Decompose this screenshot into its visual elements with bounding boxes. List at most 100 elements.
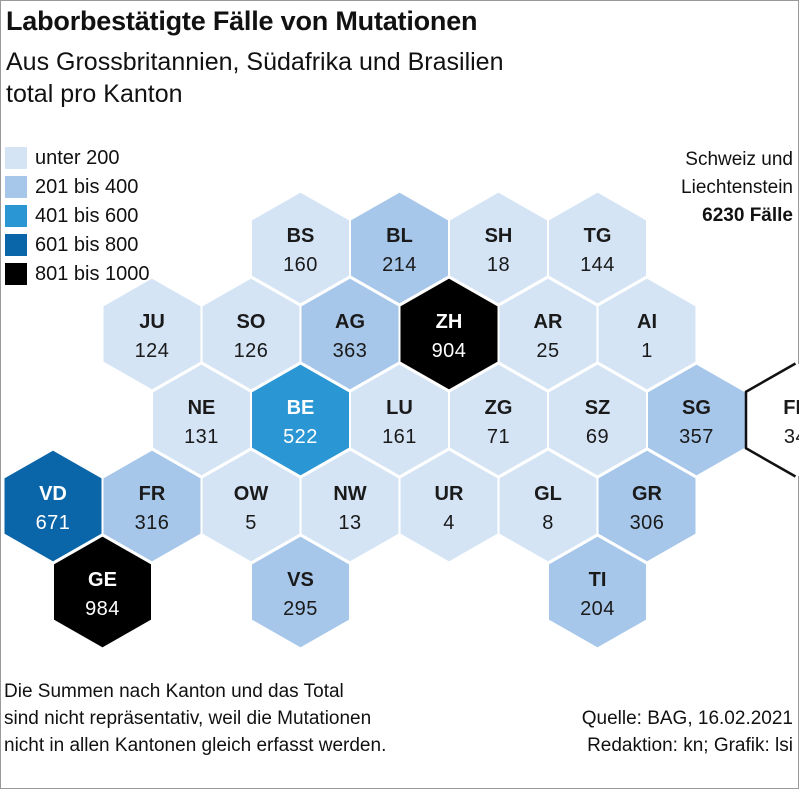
hex-code-label: NW	[333, 483, 366, 505]
legend-swatch	[5, 147, 27, 169]
hex-code-label: UR	[435, 483, 464, 505]
hex-tile-zg: ZG 71	[448, 362, 549, 478]
hex-code-label: ZH	[436, 311, 463, 333]
hex-tile-gl: GL 8	[497, 448, 599, 564]
hex-value-label: 160	[283, 254, 318, 276]
hex-shape	[250, 534, 351, 650]
hex-value-label: 204	[580, 598, 615, 620]
legend-swatch	[5, 176, 27, 198]
subtitle-line-1: Aus Grossbritannien, Südafrika und Brasi…	[6, 48, 504, 76]
hex-code-label: ZG	[485, 397, 513, 419]
hex-tile-bs: BS 160	[250, 190, 351, 306]
footnote: Die Summen nach Kanton und das Total sin…	[4, 678, 386, 759]
hex-value-label: 124	[135, 340, 170, 362]
hex-tile-gr: GR 306	[596, 448, 698, 564]
hex-value-label: 71	[487, 426, 510, 448]
legend-label: 801 bis 1000	[35, 263, 150, 285]
hex-code-label: NE	[188, 397, 216, 419]
hex-code-label: BL	[386, 225, 413, 247]
border-line	[744, 362, 797, 478]
hex-tile-ti: TI 204	[547, 534, 648, 650]
hex-value-label: 69	[586, 426, 609, 448]
hex-code-label: SZ	[585, 397, 611, 419]
hex-shape	[596, 448, 698, 564]
footnote-line-1: Die Summen nach Kanton und das Total	[4, 681, 344, 702]
hex-tile-fl: FL 34	[744, 362, 799, 478]
hex-code-label: BS	[287, 225, 315, 247]
hex-code-label: FL	[783, 397, 799, 419]
hex-value-label: 357	[679, 426, 714, 448]
total-line-2: Liechtenstein	[681, 177, 793, 198]
footnote-line-3: nicht in allen Kantonen gleich erfasst w…	[4, 735, 387, 756]
hex-value-label: 984	[85, 598, 120, 620]
hex-value-label: 34	[784, 426, 799, 448]
hex-value-label: 363	[333, 340, 368, 362]
hex-code-label: AG	[335, 311, 365, 333]
hex-tile-ag: AG 363	[299, 276, 401, 392]
hex-tile-tg: TG 144	[547, 190, 648, 306]
hex-code-label: FR	[139, 483, 166, 505]
hex-value-label: 671	[36, 512, 71, 534]
hex-code-label: JU	[139, 311, 165, 333]
hex-value-label: 161	[382, 426, 417, 448]
hex-value-label: 306	[630, 512, 665, 534]
hex-tile-ur: UR 4	[398, 448, 500, 564]
hex-code-label: OW	[234, 483, 269, 505]
legend-label: 201 bis 400	[35, 176, 139, 198]
footnote-line-2: sind nicht repräsentativ, weil die Mutat…	[4, 708, 372, 729]
hex-code-label: AR	[534, 311, 563, 333]
hex-code-label: SH	[485, 225, 513, 247]
hex-value-label: 5	[245, 512, 257, 534]
hex-tile-ju: JU 124	[101, 276, 203, 392]
chart-title: Laborbestätigte Fälle von Mutationen	[6, 6, 478, 36]
hex-value-label: 8	[542, 512, 554, 534]
hex-shape	[547, 190, 648, 306]
hex-code-label: AI	[637, 311, 657, 333]
hex-tile-zh: ZH 904	[398, 276, 500, 392]
hex-tile-sz: SZ 69	[547, 362, 648, 478]
hex-value-label: 18	[487, 254, 510, 276]
total-box: Schweiz und Liechtenstein 6230 Fälle	[681, 146, 793, 230]
hex-tile-vs: VS 295	[250, 534, 351, 650]
hex-code-label: BE	[287, 397, 315, 419]
total-value: 6230 Fälle	[702, 205, 793, 226]
legend-label: unter 200	[35, 147, 120, 169]
hex-code-label: GR	[632, 483, 663, 505]
hex-tile-fr: FR 316	[101, 448, 203, 564]
hex-code-label: LU	[386, 397, 413, 419]
hex-code-label: SG	[682, 397, 711, 419]
hex-tile-be: BE 522	[250, 362, 351, 478]
hex-tile-bl: BL 214	[349, 190, 450, 306]
hex-code-label: GL	[534, 483, 562, 505]
hex-value-label: 13	[338, 512, 361, 534]
hex-code-label: VS	[287, 569, 314, 591]
hex-value-label: 1	[641, 340, 653, 362]
hex-shape	[596, 276, 698, 392]
hex-value-label: 522	[283, 426, 318, 448]
total-line-1: Schweiz und	[685, 149, 793, 170]
hex-tile-ge: GE 984	[52, 534, 153, 650]
chart-subtitle: Aus Grossbritannien, Südafrika und Brasi…	[6, 46, 706, 110]
hex-tile-ne: NE 131	[151, 362, 252, 478]
hex-value-label: 904	[432, 340, 467, 362]
credits: Quelle: BAG, 16.02.2021 Redaktion: kn; G…	[582, 705, 793, 759]
legend-label: 601 bis 800	[35, 234, 139, 256]
hex-value-label: 144	[580, 254, 615, 276]
hex-tile-ai: AI 1	[596, 276, 698, 392]
source-credit: Quelle: BAG, 16.02.2021	[581, 708, 793, 729]
hex-code-label: VD	[39, 483, 67, 505]
hex-value-label: 295	[283, 598, 318, 620]
hex-shape	[547, 534, 648, 650]
hex-code-label: TI	[589, 569, 607, 591]
hex-tile-ar: AR 25	[497, 276, 599, 392]
editorial-credit: Redaktion: kn; Grafik: lsi	[587, 735, 793, 756]
hex-value-label: 126	[234, 340, 269, 362]
legend-swatch	[5, 234, 27, 256]
hex-code-label: GE	[88, 569, 117, 591]
hex-code-label: SO	[237, 311, 266, 333]
legend-label: 401 bis 600	[35, 205, 139, 227]
hex-value-label: 316	[135, 512, 170, 534]
legend-swatch	[5, 205, 27, 227]
subtitle-line-2: total pro Kanton	[6, 80, 183, 108]
